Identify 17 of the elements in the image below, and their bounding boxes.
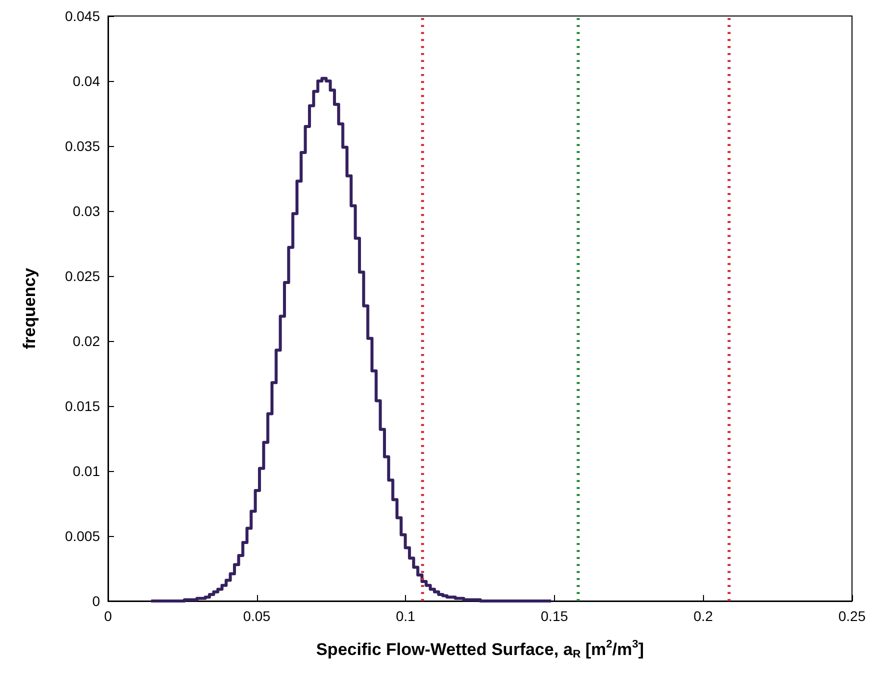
y-tick-label: 0.015 [64,398,100,414]
y-axis-title: frequency [20,267,39,350]
x-tick-label: 0.15 [540,608,568,624]
y-tick-label: 0.025 [64,268,100,284]
y-tick-label: 0 [92,593,100,609]
y-tick-label: 0.01 [72,463,100,479]
y-tick-label: 0.02 [72,333,100,349]
y-tick-label: 0.045 [64,8,100,24]
y-tick-label: 0.04 [72,73,100,89]
y-tick-label: 0.035 [64,138,100,154]
x-tick-label: 0.1 [396,608,416,624]
x-tick-label: 0.25 [838,608,866,624]
x-tick-label: 0 [104,608,112,624]
y-tick-label: 0.03 [72,203,100,219]
y-tick-label: 0.005 [64,528,100,544]
x-tick-label: 0.05 [243,608,271,624]
x-tick-label: 0.2 [693,608,714,624]
